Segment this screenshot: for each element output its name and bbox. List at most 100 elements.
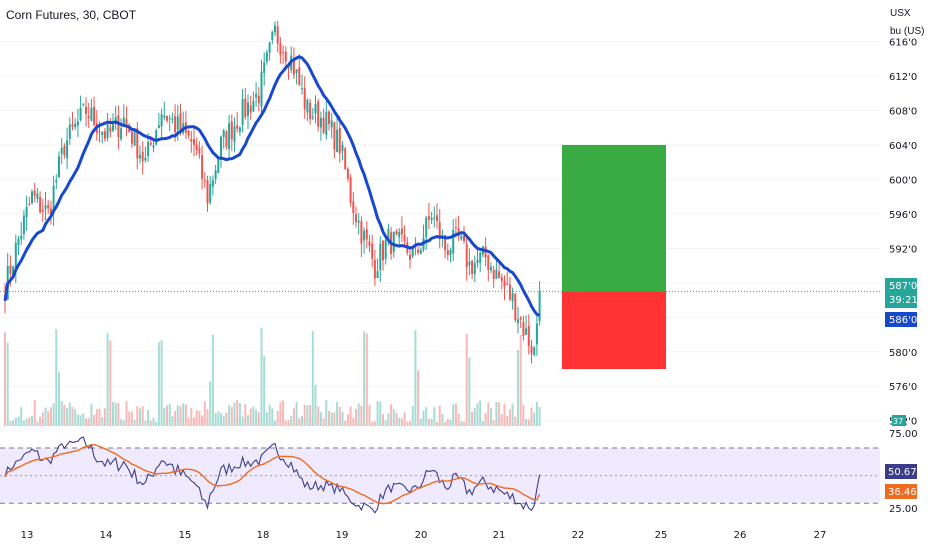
volume-bar (49, 407, 52, 426)
candle (176, 116, 179, 130)
candle (454, 227, 457, 229)
volume-bar (490, 407, 492, 426)
volume-bar (79, 415, 82, 426)
candle (36, 193, 39, 199)
volume-bar (63, 404, 66, 426)
candle (193, 139, 195, 145)
volume-bar (68, 402, 71, 426)
candle (198, 148, 201, 154)
price-tick-label: 576'0 (889, 382, 917, 393)
volume-bar (136, 405, 139, 426)
volume-bar (382, 414, 384, 426)
volume-bar (522, 404, 525, 426)
volume-bar (471, 411, 474, 426)
volume-bar (309, 405, 312, 426)
volume-bar (506, 416, 509, 426)
volume-bar (198, 411, 201, 426)
volume-bar (352, 418, 355, 426)
volume-bar (55, 328, 58, 426)
candle (90, 107, 93, 121)
volume-bar (341, 411, 344, 426)
volume-bar (473, 407, 476, 426)
candle (209, 183, 212, 203)
time-tick-label: 26 (734, 530, 747, 541)
volume-bar (95, 409, 98, 426)
candle (395, 231, 398, 235)
volume-bar (44, 407, 47, 426)
volume-bar (31, 416, 33, 426)
candle (122, 117, 125, 126)
volume-bar (203, 401, 206, 426)
time-tick-label: 20 (415, 530, 428, 541)
price-tick-label: 616'0 (889, 38, 917, 49)
volume-bar (12, 420, 15, 426)
candle (130, 131, 133, 144)
volume-bar (449, 419, 452, 426)
stop-zone[interactable] (562, 291, 666, 369)
volume-bar (371, 421, 374, 426)
candle (533, 347, 536, 355)
volume-bar (460, 421, 463, 426)
volume-bar (82, 413, 85, 426)
volume-bar (330, 412, 333, 426)
target-zone[interactable] (562, 144, 666, 292)
ma-tag-value: 586'0 (889, 315, 917, 326)
candle (14, 242, 17, 271)
volume-bar (422, 410, 425, 426)
candle (355, 214, 357, 222)
candle (511, 293, 514, 302)
candle (519, 317, 522, 320)
rsi-tag: 50.67 (885, 464, 917, 479)
candle (152, 145, 155, 148)
volume-bar (166, 405, 168, 426)
volume-tag-value: 37 (893, 417, 903, 426)
volume-bar (463, 421, 465, 426)
candle (384, 239, 387, 259)
rsi-ma-tag-value: 36.46 (888, 487, 917, 498)
volume-bar (76, 414, 79, 426)
candle (49, 208, 52, 215)
volume-bar (425, 407, 428, 426)
price-axis[interactable]: 616'0612'0608'0604'0600'0596'0592'0588'0… (889, 38, 917, 428)
volume-bar (411, 406, 414, 426)
candle (387, 228, 390, 242)
candle (352, 201, 355, 213)
volume-bar (60, 400, 63, 426)
volume-bar (457, 413, 460, 426)
volume-bar (265, 412, 268, 426)
volume-bar (276, 410, 279, 426)
volume-bar (130, 411, 133, 426)
volume-bar (36, 421, 39, 426)
candle (279, 43, 282, 56)
candle (436, 215, 438, 222)
candle (379, 243, 382, 271)
volume-bar (279, 402, 282, 426)
volume-bar (454, 403, 457, 426)
candle (163, 115, 166, 118)
candle (376, 271, 379, 279)
volume-bar (398, 417, 401, 426)
time-axis[interactable]: 13 14 15 18 19 20 21 22 25 26 27 (21, 530, 827, 541)
volume-bar (193, 417, 195, 426)
candle (476, 259, 479, 263)
volume-bar (260, 327, 263, 426)
volume-bar (519, 334, 522, 426)
candle (311, 116, 314, 119)
volume-bar (530, 407, 533, 426)
candle (373, 260, 376, 279)
price-tag: 587'0 39:21 (885, 278, 918, 308)
candle (149, 142, 152, 145)
rsi-axis[interactable]: 75.00 25.00 (889, 429, 918, 515)
candle (93, 107, 96, 125)
volume-bar (319, 412, 322, 426)
candle (220, 136, 222, 160)
candle (25, 206, 28, 218)
volume-bar (287, 419, 290, 426)
candle (487, 255, 490, 270)
candle (314, 103, 317, 114)
volume-bar (17, 416, 20, 426)
candle (446, 250, 449, 255)
volume-bar (419, 418, 422, 426)
volume-bar (427, 418, 430, 426)
